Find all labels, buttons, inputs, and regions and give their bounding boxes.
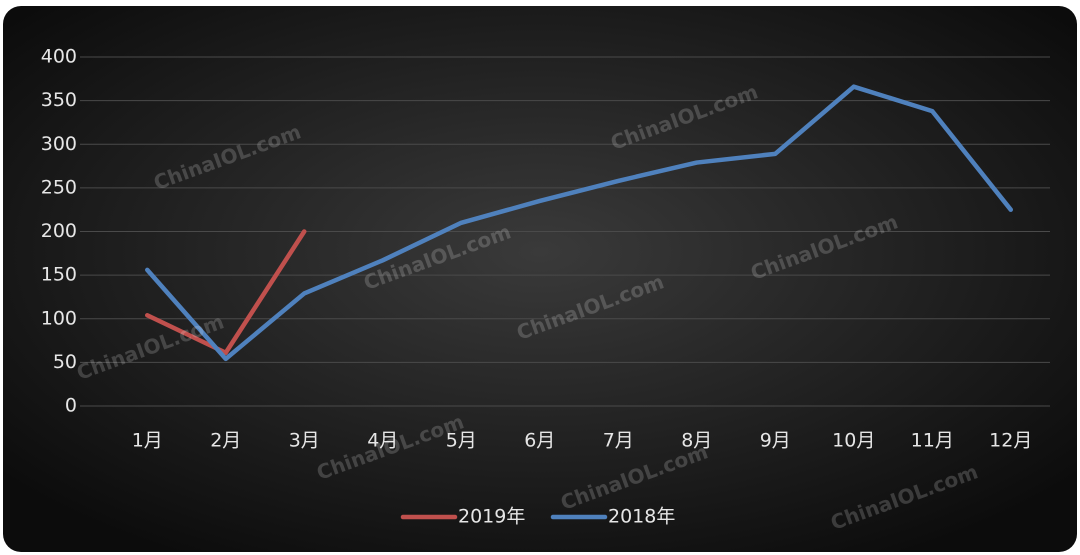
series-line	[145, 229, 307, 356]
y-tick-label: 0	[65, 395, 77, 417]
y-tick-label: 400	[41, 46, 77, 68]
x-tick-label: 12月	[989, 430, 1032, 452]
series-line	[145, 84, 1013, 362]
x-tick-label: 6月	[524, 430, 555, 452]
x-tick-label: 10月	[832, 430, 875, 452]
legend-label: 2018年	[608, 506, 675, 528]
x-tick-label: 3月	[289, 430, 320, 452]
x-tick-label: 9月	[760, 430, 791, 452]
x-tick-label: 4月	[367, 430, 398, 452]
x-tick-label: 1月	[132, 430, 163, 452]
y-tick-label: 250	[41, 176, 77, 198]
x-tick-label: 2月	[210, 430, 241, 452]
chart-background	[3, 6, 1077, 552]
x-tick-label: 8月	[681, 430, 712, 452]
y-tick-label: 350	[41, 89, 77, 111]
x-tick-label: 5月	[446, 430, 477, 452]
x-tick-label: 11月	[911, 430, 954, 452]
y-tick-label: 300	[41, 133, 77, 155]
y-tick-label: 100	[41, 307, 77, 329]
legend-label: 2019年	[458, 506, 525, 528]
y-tick-label: 50	[53, 351, 77, 373]
y-tick-label: 200	[41, 220, 77, 242]
x-tick-label: 7月	[603, 430, 634, 452]
y-tick-label: 150	[41, 264, 77, 286]
